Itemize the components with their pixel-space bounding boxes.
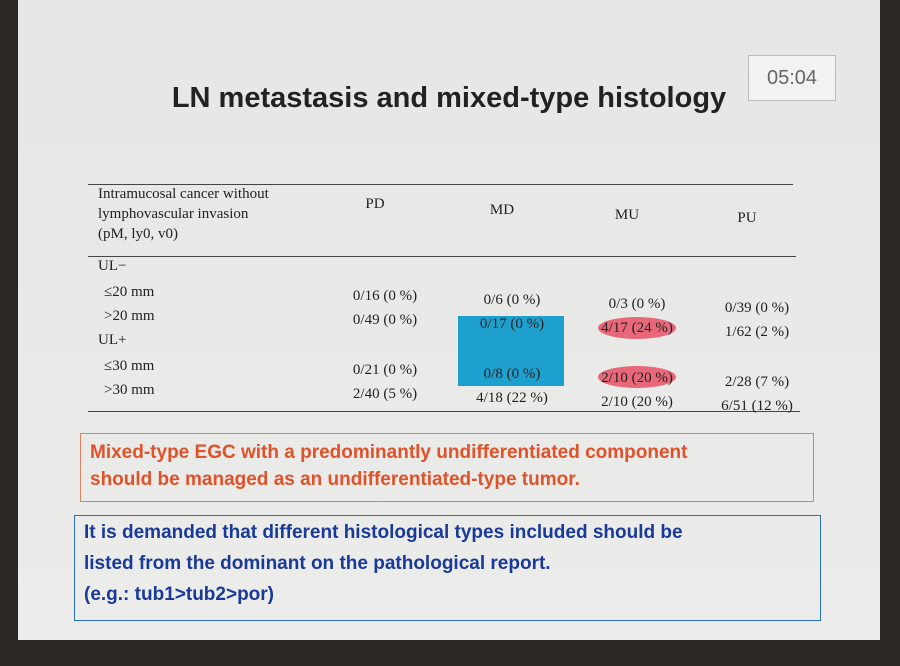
slide-title: LN metastasis and mixed-type histology: [171, 82, 727, 114]
note-text: Mixed-type EGC with a predominantly undi…: [90, 442, 688, 463]
row-label: ≤20 mm: [104, 284, 155, 300]
note-box: [74, 515, 821, 621]
highlight-oval: [598, 366, 676, 388]
table-cell: 0/17 (0 %): [479, 316, 545, 332]
header-label: Intramucosal cancer without: [98, 186, 269, 202]
column-header: MU: [614, 207, 640, 223]
group-label: UL−: [98, 258, 127, 274]
header-label: (pM, ly0, v0): [98, 226, 178, 242]
note-text: It is demanded that different histologic…: [84, 522, 683, 543]
note-text: listed from the dominant on the patholog…: [84, 553, 551, 574]
slide: 05:04 LN metastasis and mixed-type histo…: [18, 0, 880, 640]
table-cell: 6/51 (12 %): [721, 398, 793, 414]
table-cell: 2/28 (7 %): [724, 374, 790, 390]
row-label: ≤30 mm: [104, 358, 155, 374]
table-cell: 4/18 (22 %): [476, 390, 548, 406]
column-header: PD: [365, 196, 385, 212]
note-text: (e.g.: tub1>tub2>por): [84, 584, 274, 605]
header-label: lymphovascular invasion: [98, 206, 249, 222]
table-rule: [88, 411, 800, 412]
row-label: >20 mm: [104, 308, 155, 324]
table-cell: 0/3 (0 %): [608, 296, 666, 312]
column-header: PU: [737, 210, 757, 226]
note-text: should be managed as an undifferentiated…: [90, 469, 580, 490]
table-cell: 0/8 (0 %): [483, 366, 541, 382]
highlight-oval: [598, 317, 676, 339]
table-cell: 4/17 (24 %): [601, 320, 673, 336]
timer: 05:04: [748, 55, 836, 101]
table-cell: 0/21 (0 %): [352, 362, 418, 378]
table-cell: 2/40 (5 %): [352, 386, 418, 402]
note-box: [80, 433, 814, 502]
table-cell: 0/16 (0 %): [352, 288, 418, 304]
group-label: UL+: [98, 332, 127, 348]
table-cell: 0/6 (0 %): [483, 292, 541, 308]
table-cell: 2/10 (20 %): [601, 394, 673, 410]
column-header: MD: [489, 202, 515, 218]
table-cell: 0/39 (0 %): [724, 300, 790, 316]
table-rule: [88, 256, 796, 257]
row-label: >30 mm: [104, 382, 155, 398]
table-cell: 1/62 (2 %): [724, 324, 790, 340]
table-cell: 0/49 (0 %): [352, 312, 418, 328]
table-cell: 2/10 (20 %): [601, 370, 673, 386]
highlight-box: [458, 316, 564, 386]
table-rule: [88, 184, 793, 185]
